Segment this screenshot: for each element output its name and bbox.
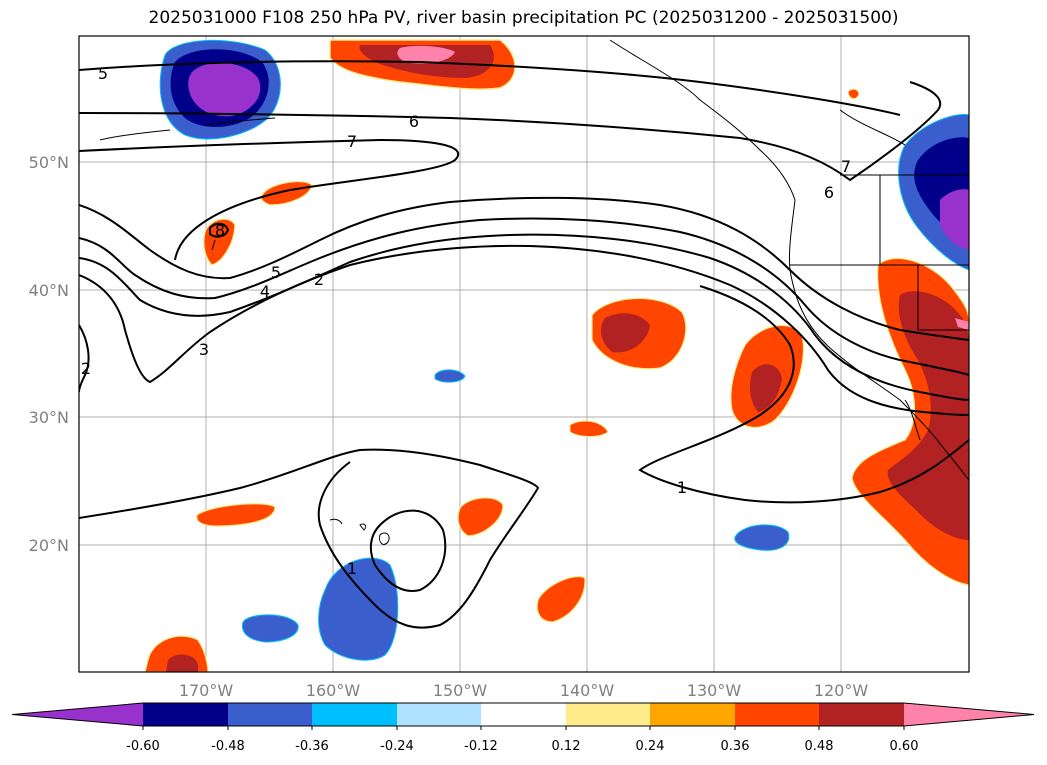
map-title: 2025031000 F108 250 hPa PV, river basin … <box>148 8 899 28</box>
contour-label: 5 <box>271 263 281 282</box>
colorbar-tick-label: 0.36 <box>721 739 750 754</box>
contour-label: 7 <box>347 132 357 151</box>
pv-contour-5 <box>79 196 969 341</box>
colorbar-tick-label: 0.60 <box>890 739 919 754</box>
pv-contour-3 <box>79 233 969 401</box>
positive-anomaly-patches <box>144 39 969 672</box>
contour-label: 3 <box>199 340 209 359</box>
lon-label: 150°W <box>433 681 488 700</box>
contour-label: 2 <box>81 359 91 378</box>
hawaii-south-negative-patch <box>318 557 399 661</box>
lat-label: 20°N <box>29 536 69 555</box>
colorbar-segment <box>650 703 735 726</box>
contour-label: 5 <box>98 64 108 83</box>
colorbar-tick-label: 0.48 <box>805 739 834 754</box>
negative-anomaly-patches <box>159 39 969 661</box>
contour-labels: 5 6 7 6 7 5 4 2 3 2 1 1 8 <box>81 64 851 578</box>
map-area <box>79 36 969 672</box>
lon-label: 120°W <box>814 681 869 700</box>
colorbar-tick-label: -0.60 <box>126 739 160 754</box>
pv-contour-south-1 <box>79 448 540 629</box>
colorbar-tick-label: -0.48 <box>211 739 245 754</box>
contour-label: 8 <box>215 221 225 240</box>
lon-label: 170°W <box>179 681 234 700</box>
contour-label: 6 <box>824 183 834 202</box>
colorbar-segment <box>228 703 312 726</box>
lon-label: 160°W <box>306 681 361 700</box>
lat-label: 40°N <box>29 281 69 300</box>
pv-contour-1 <box>638 285 969 504</box>
colorbar-tick-label: -0.24 <box>380 739 414 754</box>
colorbar-segment <box>481 703 566 726</box>
colorbar <box>11 702 1035 730</box>
contour-label: 7 <box>841 157 851 176</box>
colorbar-segment <box>312 703 397 726</box>
colorbar-tick-label: 0.12 <box>552 739 581 754</box>
colorbar-tick-label: -0.12 <box>464 739 498 754</box>
latitude-labels: 50°N 40°N 30°N 20°N <box>29 153 69 555</box>
lat-label: 50°N <box>29 153 69 172</box>
colorbar-tick-label: 0.24 <box>636 739 665 754</box>
colorbar-segment <box>735 703 819 726</box>
contour-label: 4 <box>260 282 270 301</box>
pv-contour-7 <box>79 138 459 261</box>
colorbar-extend-min <box>12 703 143 726</box>
lon-label: 140°W <box>560 681 615 700</box>
pv-contour-2 <box>79 244 969 416</box>
contour-label: 6 <box>409 112 419 131</box>
colorbar-segment <box>397 703 481 726</box>
pv-contour-4 <box>79 217 969 376</box>
colorbar-tick-labels: -0.60 -0.48 -0.36 -0.24 -0.12 0.12 0.24 … <box>126 739 918 754</box>
lat-label: 30°N <box>29 408 69 427</box>
colorbar-extend-max <box>904 703 1034 726</box>
longitude-labels: 170°W 160°W 150°W 140°W 130°W 120°W <box>179 681 869 700</box>
colorbar-segment <box>566 703 650 726</box>
map-frame <box>78 35 970 673</box>
contour-label: 2 <box>314 270 324 289</box>
colorbar-tick-label: -0.36 <box>295 739 329 754</box>
pv-contour-8 <box>209 222 230 238</box>
colorbar-segment <box>143 703 228 726</box>
lon-label: 130°W <box>687 681 742 700</box>
contour-label: 1 <box>347 559 357 578</box>
pv-contours <box>79 60 969 629</box>
pv-contour-6-north <box>79 81 942 182</box>
pv-contour-south-inner <box>369 509 447 592</box>
pv-contour-5-north <box>79 60 901 116</box>
colorbar-segment <box>819 703 904 726</box>
contour-label: 1 <box>677 478 687 497</box>
